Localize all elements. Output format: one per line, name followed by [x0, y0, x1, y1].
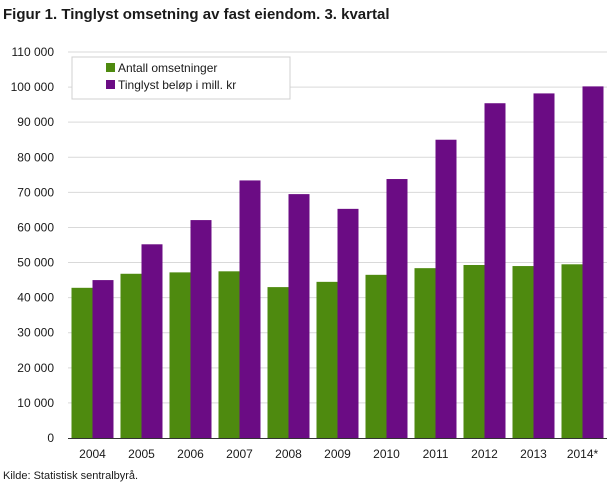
- bar-antall-2010: [365, 274, 387, 438]
- bar-belop-2014: [582, 86, 604, 438]
- legend: Antall omsetninger Tinglyst beløp i mill.…: [71, 56, 291, 100]
- y-tick-label: 70 000: [17, 185, 54, 199]
- bar-belop-2008: [288, 194, 310, 438]
- bar-antall-2004: [71, 287, 93, 438]
- bar-antall-2007: [218, 271, 240, 438]
- y-tick-label: 30 000: [17, 326, 54, 340]
- bar-antall-2011: [414, 268, 436, 438]
- bar-belop-2005: [141, 244, 163, 438]
- x-tick-label: 2005: [128, 447, 155, 461]
- y-tick-label: 0: [47, 431, 54, 445]
- bar-antall-2009: [316, 281, 338, 438]
- bar-antall-2005: [120, 273, 142, 438]
- y-tick-label: 60 000: [17, 220, 54, 234]
- x-tick-label: 2006: [177, 447, 204, 461]
- y-tick-label: 80 000: [17, 150, 54, 164]
- x-tick-label: 2007: [226, 447, 253, 461]
- bar-belop-2011: [435, 139, 457, 438]
- bar-antall-2013: [512, 266, 534, 438]
- source-note: Kilde: Statistisk sentralbyrå.: [3, 470, 139, 482]
- legend-swatch: [106, 80, 115, 89]
- legend-label: Antall omsetninger: [118, 61, 217, 75]
- bar-antall-2006: [169, 272, 191, 438]
- legend-swatch: [106, 63, 115, 72]
- x-tick-label: 2014*: [567, 447, 599, 461]
- x-tick-label: 2012: [471, 447, 498, 461]
- y-axis-tick-labels: 0 10 000 20 000 30 000 40 000 50 000 60 000 70 …: [11, 45, 55, 445]
- x-tick-label: 2008: [275, 447, 302, 461]
- x-tick-label: 2013: [520, 447, 547, 461]
- bar-belop-2009: [337, 208, 359, 438]
- y-tick-label: 10 000: [17, 396, 54, 410]
- bar-belop-2007: [239, 180, 261, 438]
- y-tick-label: 20 000: [17, 361, 54, 375]
- bar-belop-2010: [386, 179, 408, 438]
- bar-belop-2006: [190, 220, 212, 438]
- bar-antall-2008: [267, 287, 289, 438]
- y-tick-label: 50 000: [17, 256, 54, 270]
- x-tick-label: 2010: [373, 447, 400, 461]
- y-tick-label: 40 000: [17, 291, 54, 305]
- x-tick-label: 2009: [324, 447, 351, 461]
- bar-antall-2012: [463, 265, 485, 438]
- y-tick-label: 110 000: [12, 45, 55, 59]
- bar-belop-2004: [92, 280, 114, 438]
- legend-label: Tinglyst beløp i mill. kr: [118, 78, 236, 92]
- bars: [71, 86, 604, 438]
- x-tick-label: 2004: [79, 447, 106, 461]
- bar-belop-2012: [484, 103, 506, 438]
- x-axis-tick-labels: 2004 2005 2006 2007 2008 2009 2010 2011 2012 2013…: [79, 447, 598, 461]
- chart-title: Figur 1. Tinglyst omsetning av fast eien…: [3, 6, 390, 23]
- bar-antall-2014: [561, 264, 583, 438]
- y-tick-label: 90 000: [17, 115, 54, 129]
- y-tick-label: 100 000: [11, 80, 55, 94]
- bar-belop-2013: [533, 93, 555, 438]
- x-tick-label: 2011: [423, 447, 449, 461]
